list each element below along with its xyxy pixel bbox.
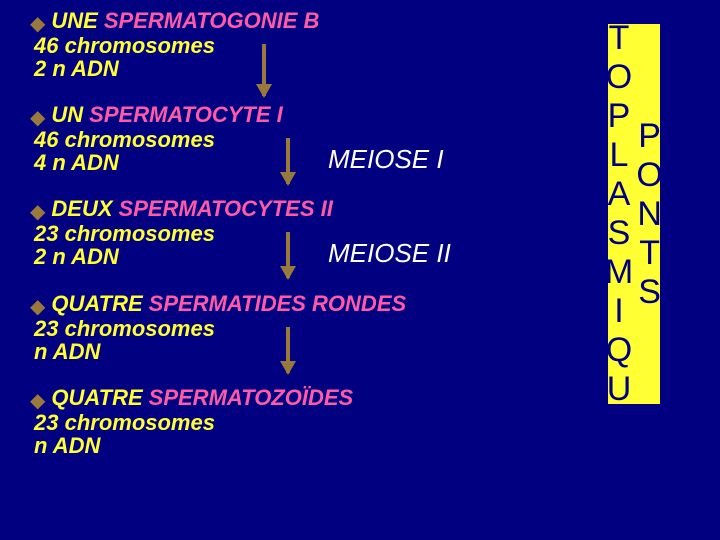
arrow-down-icon — [286, 327, 290, 373]
stage-adn: 2 n ADN — [34, 245, 550, 268]
stage-adn: 4 n ADN — [34, 151, 550, 174]
stage-cell: SPERMATOCYTE I — [89, 102, 283, 128]
stage-cell: SPERMATIDES RONDES — [149, 291, 407, 317]
stage-spermatides: ◆ QUATRE SPERMATIDES RONDES 23 chromosom… — [30, 291, 550, 363]
diamond-bullet-icon: ◆ — [30, 202, 45, 222]
stage-count: UNE — [51, 8, 97, 34]
stage-adn: n ADN — [34, 340, 550, 363]
diamond-bullet-icon: ◆ — [30, 391, 45, 411]
stage-count: UN — [51, 102, 83, 128]
stage-spermatocytes-ii: ◆ DEUX SPERMATOCYTES II 23 chromosomes 2… — [30, 196, 550, 268]
phase-label-meiose-i: MEIOSE I — [328, 144, 444, 175]
diamond-bullet-icon: ◆ — [30, 14, 45, 34]
stage-cell: SPERMATOCYTES II — [119, 196, 333, 222]
stage-title: ◆ UNE SPERMATOGONIE B — [30, 8, 550, 34]
arrow-down-icon — [286, 232, 290, 278]
stage-count: QUATRE — [51, 291, 142, 317]
stage-adn: 2 n ADN — [34, 57, 550, 80]
phase-label-meiose-ii: MEIOSE II — [328, 238, 451, 269]
stage-cell: SPERMATOZOÏDES — [149, 385, 354, 411]
stage-adn: n ADN — [34, 434, 550, 457]
stage-title: ◆ QUATRE SPERMATIDES RONDES — [30, 291, 550, 317]
diamond-bullet-icon: ◆ — [30, 108, 45, 128]
vertical-banner: PONTS CYTOPLASMIQUES — [608, 24, 660, 404]
stage-chromosomes: 23 chromosomes — [34, 222, 550, 245]
stage-chromosomes: 23 chromosomes — [34, 317, 550, 340]
stage-title: ◆ QUATRE SPERMATOZOÏDES — [30, 385, 550, 411]
stage-spermatocyte-i: ◆ UN SPERMATOCYTE I 46 chromosomes 4 n A… — [30, 102, 550, 174]
stages-container: ◆ UNE SPERMATOGONIE B 46 chromosomes 2 n… — [30, 8, 550, 479]
stage-spermatogonie: ◆ UNE SPERMATOGONIE B 46 chromosomes 2 n… — [30, 8, 550, 80]
stage-chromosomes: 46 chromosomes — [34, 128, 550, 151]
stage-cell: SPERMATOGONIE B — [104, 8, 320, 34]
stage-chromosomes: 23 chromosomes — [34, 411, 550, 434]
vertical-banner-text: PONTS CYTOPLASMIQUES — [603, 0, 664, 487]
stage-chromosomes: 46 chromosomes — [34, 34, 550, 57]
arrow-down-icon — [262, 44, 266, 96]
stage-count: DEUX — [51, 196, 112, 222]
stage-count: QUATRE — [51, 385, 142, 411]
stage-title: ◆ DEUX SPERMATOCYTES II — [30, 196, 550, 222]
diamond-bullet-icon: ◆ — [30, 297, 45, 317]
stage-spermatozoides: ◆ QUATRE SPERMATOZOÏDES 23 chromosomes n… — [30, 385, 550, 457]
arrow-down-icon — [286, 138, 290, 184]
stage-title: ◆ UN SPERMATOCYTE I — [30, 102, 550, 128]
